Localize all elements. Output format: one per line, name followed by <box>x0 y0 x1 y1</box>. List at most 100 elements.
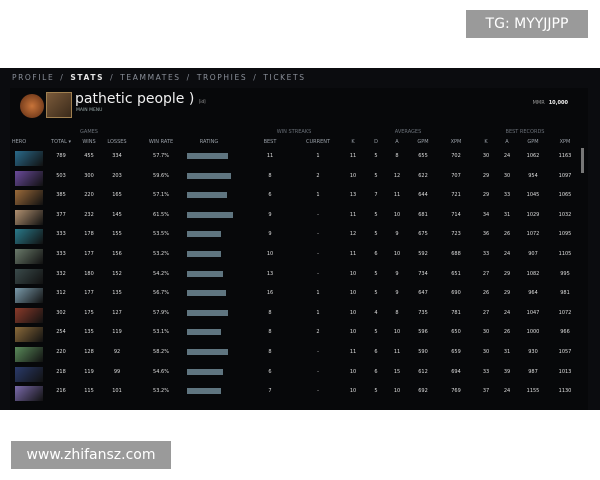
column-header[interactable]: K <box>484 139 488 145</box>
rating-bar <box>187 329 221 336</box>
hero-portrait[interactable] <box>15 170 43 186</box>
table-cell: 53.2% <box>153 251 169 257</box>
table-cell: 6 <box>268 368 272 375</box>
column-header[interactable]: LOSSES <box>107 139 127 145</box>
table-cell: 99 <box>113 368 121 375</box>
hero-portrait[interactable] <box>15 151 43 166</box>
table-cell: 29 <box>482 172 490 179</box>
table-cell: 1163 <box>558 153 572 159</box>
hero-portrait[interactable] <box>15 366 43 382</box>
table-cell: 119 <box>112 329 122 336</box>
table-cell: 26 <box>503 329 511 336</box>
table-cell: 30 <box>482 349 490 355</box>
table-cell: 115 <box>84 388 94 395</box>
rating-bar <box>187 290 226 297</box>
table-cell: 24 <box>503 251 511 257</box>
table-cell: 10 <box>349 172 357 179</box>
player-subtitle: MAIN MENU <box>76 108 103 113</box>
watermark-bottom: www.zhifansz.com <box>11 441 171 469</box>
table-cell: 180 <box>84 270 94 277</box>
table-cell: 5 <box>374 172 378 179</box>
rating-bar <box>187 192 227 199</box>
tab-profile[interactable]: PROFILE <box>12 73 55 82</box>
table-cell: 5 <box>374 231 378 238</box>
hero-portrait[interactable] <box>15 249 43 264</box>
avatar[interactable] <box>46 92 72 118</box>
table-cell: 690 <box>451 290 461 297</box>
table-cell: 734 <box>418 270 428 277</box>
column-header[interactable]: A <box>505 139 509 145</box>
table-cell: 907 <box>528 251 538 257</box>
nav-separator: / <box>253 73 258 82</box>
column-header[interactable]: GPM <box>527 139 539 145</box>
table-cell: 10 <box>266 251 274 257</box>
table-cell: 702 <box>451 153 461 159</box>
column-header[interactable]: XPM <box>450 139 462 145</box>
column-header[interactable]: K <box>351 139 355 145</box>
column-header[interactable]: WINS <box>82 139 96 145</box>
tab-stats[interactable]: STATS <box>70 73 105 82</box>
table-cell: 128 <box>84 349 94 355</box>
table-cell: 37 <box>482 388 490 395</box>
hero-portrait[interactable] <box>15 209 43 225</box>
column-header[interactable]: XPM <box>559 139 571 145</box>
table-cell: 332 <box>56 270 66 277</box>
profile-nav: PROFILE / STATS / TEAMMATES / TROPHIES / TICKETS <box>12 73 306 82</box>
scrollbar[interactable] <box>581 148 584 173</box>
column-header[interactable]: RATING <box>199 139 219 145</box>
group-win-streaks: WIN STREAKS <box>276 129 312 135</box>
column-header[interactable]: A <box>395 139 399 145</box>
table-cell: 27 <box>482 309 490 316</box>
table-cell: 2 <box>316 172 320 179</box>
table-cell: 101 <box>112 388 122 395</box>
column-header[interactable]: BEST <box>263 139 277 145</box>
table-cell: 9 <box>395 290 399 297</box>
table-cell: 175 <box>84 309 94 316</box>
table-cell: 10 <box>393 329 401 336</box>
mmr-value: 10,000 <box>548 100 568 106</box>
column-header[interactable]: HERO <box>11 139 27 145</box>
table-cell: 1105 <box>558 251 572 257</box>
column-header[interactable]: WIN RATE <box>148 139 174 145</box>
table-cell: 781 <box>451 309 461 316</box>
table-cell: 9 <box>395 231 399 238</box>
table-cell: 6 <box>268 192 272 199</box>
table-cell: 650 <box>451 329 461 336</box>
column-header[interactable]: GPM <box>417 139 429 145</box>
table-cell: 178 <box>84 231 94 238</box>
column-header[interactable]: D <box>374 139 378 145</box>
table-cell: 4 <box>374 309 378 316</box>
table-cell: 15 <box>393 368 401 375</box>
hero-portrait[interactable] <box>15 386 43 402</box>
hero-portrait[interactable] <box>15 288 43 304</box>
tab-tickets[interactable]: TICKETS <box>263 73 306 82</box>
table-cell: 156 <box>112 251 122 257</box>
table-cell: 10 <box>349 270 357 277</box>
table-cell: 1045 <box>526 192 540 199</box>
hero-portrait[interactable] <box>15 229 43 245</box>
table-cell: 8 <box>268 329 272 336</box>
table-cell: 590 <box>418 349 428 355</box>
hero-portrait[interactable] <box>15 327 43 343</box>
table-cell: 333 <box>56 231 66 238</box>
hero-portrait[interactable] <box>15 307 43 323</box>
column-header[interactable]: CURRENT <box>305 139 331 145</box>
table-cell: 723 <box>451 231 461 238</box>
table-cell: 8 <box>268 172 272 179</box>
table-cell: 10 <box>349 388 357 395</box>
table-cell: 312 <box>56 290 66 297</box>
hero-portrait[interactable] <box>15 347 43 362</box>
hero-portrait[interactable] <box>15 268 43 284</box>
column-header[interactable]: TOTAL ▾ <box>51 139 71 145</box>
hero-portrait[interactable] <box>15 190 43 206</box>
table-cell: 203 <box>112 172 122 179</box>
table-cell: 39 <box>503 368 511 375</box>
table-cell: 1082 <box>526 270 540 277</box>
table-cell: 11 <box>349 349 357 355</box>
rating-bar <box>187 251 221 257</box>
table-cell: 681 <box>418 211 428 218</box>
tab-teammates[interactable]: TEAMMATES <box>120 73 181 82</box>
table-cell: 612 <box>418 368 428 375</box>
tab-trophies[interactable]: TROPHIES <box>196 73 248 82</box>
table-cell: 995 <box>560 270 570 277</box>
